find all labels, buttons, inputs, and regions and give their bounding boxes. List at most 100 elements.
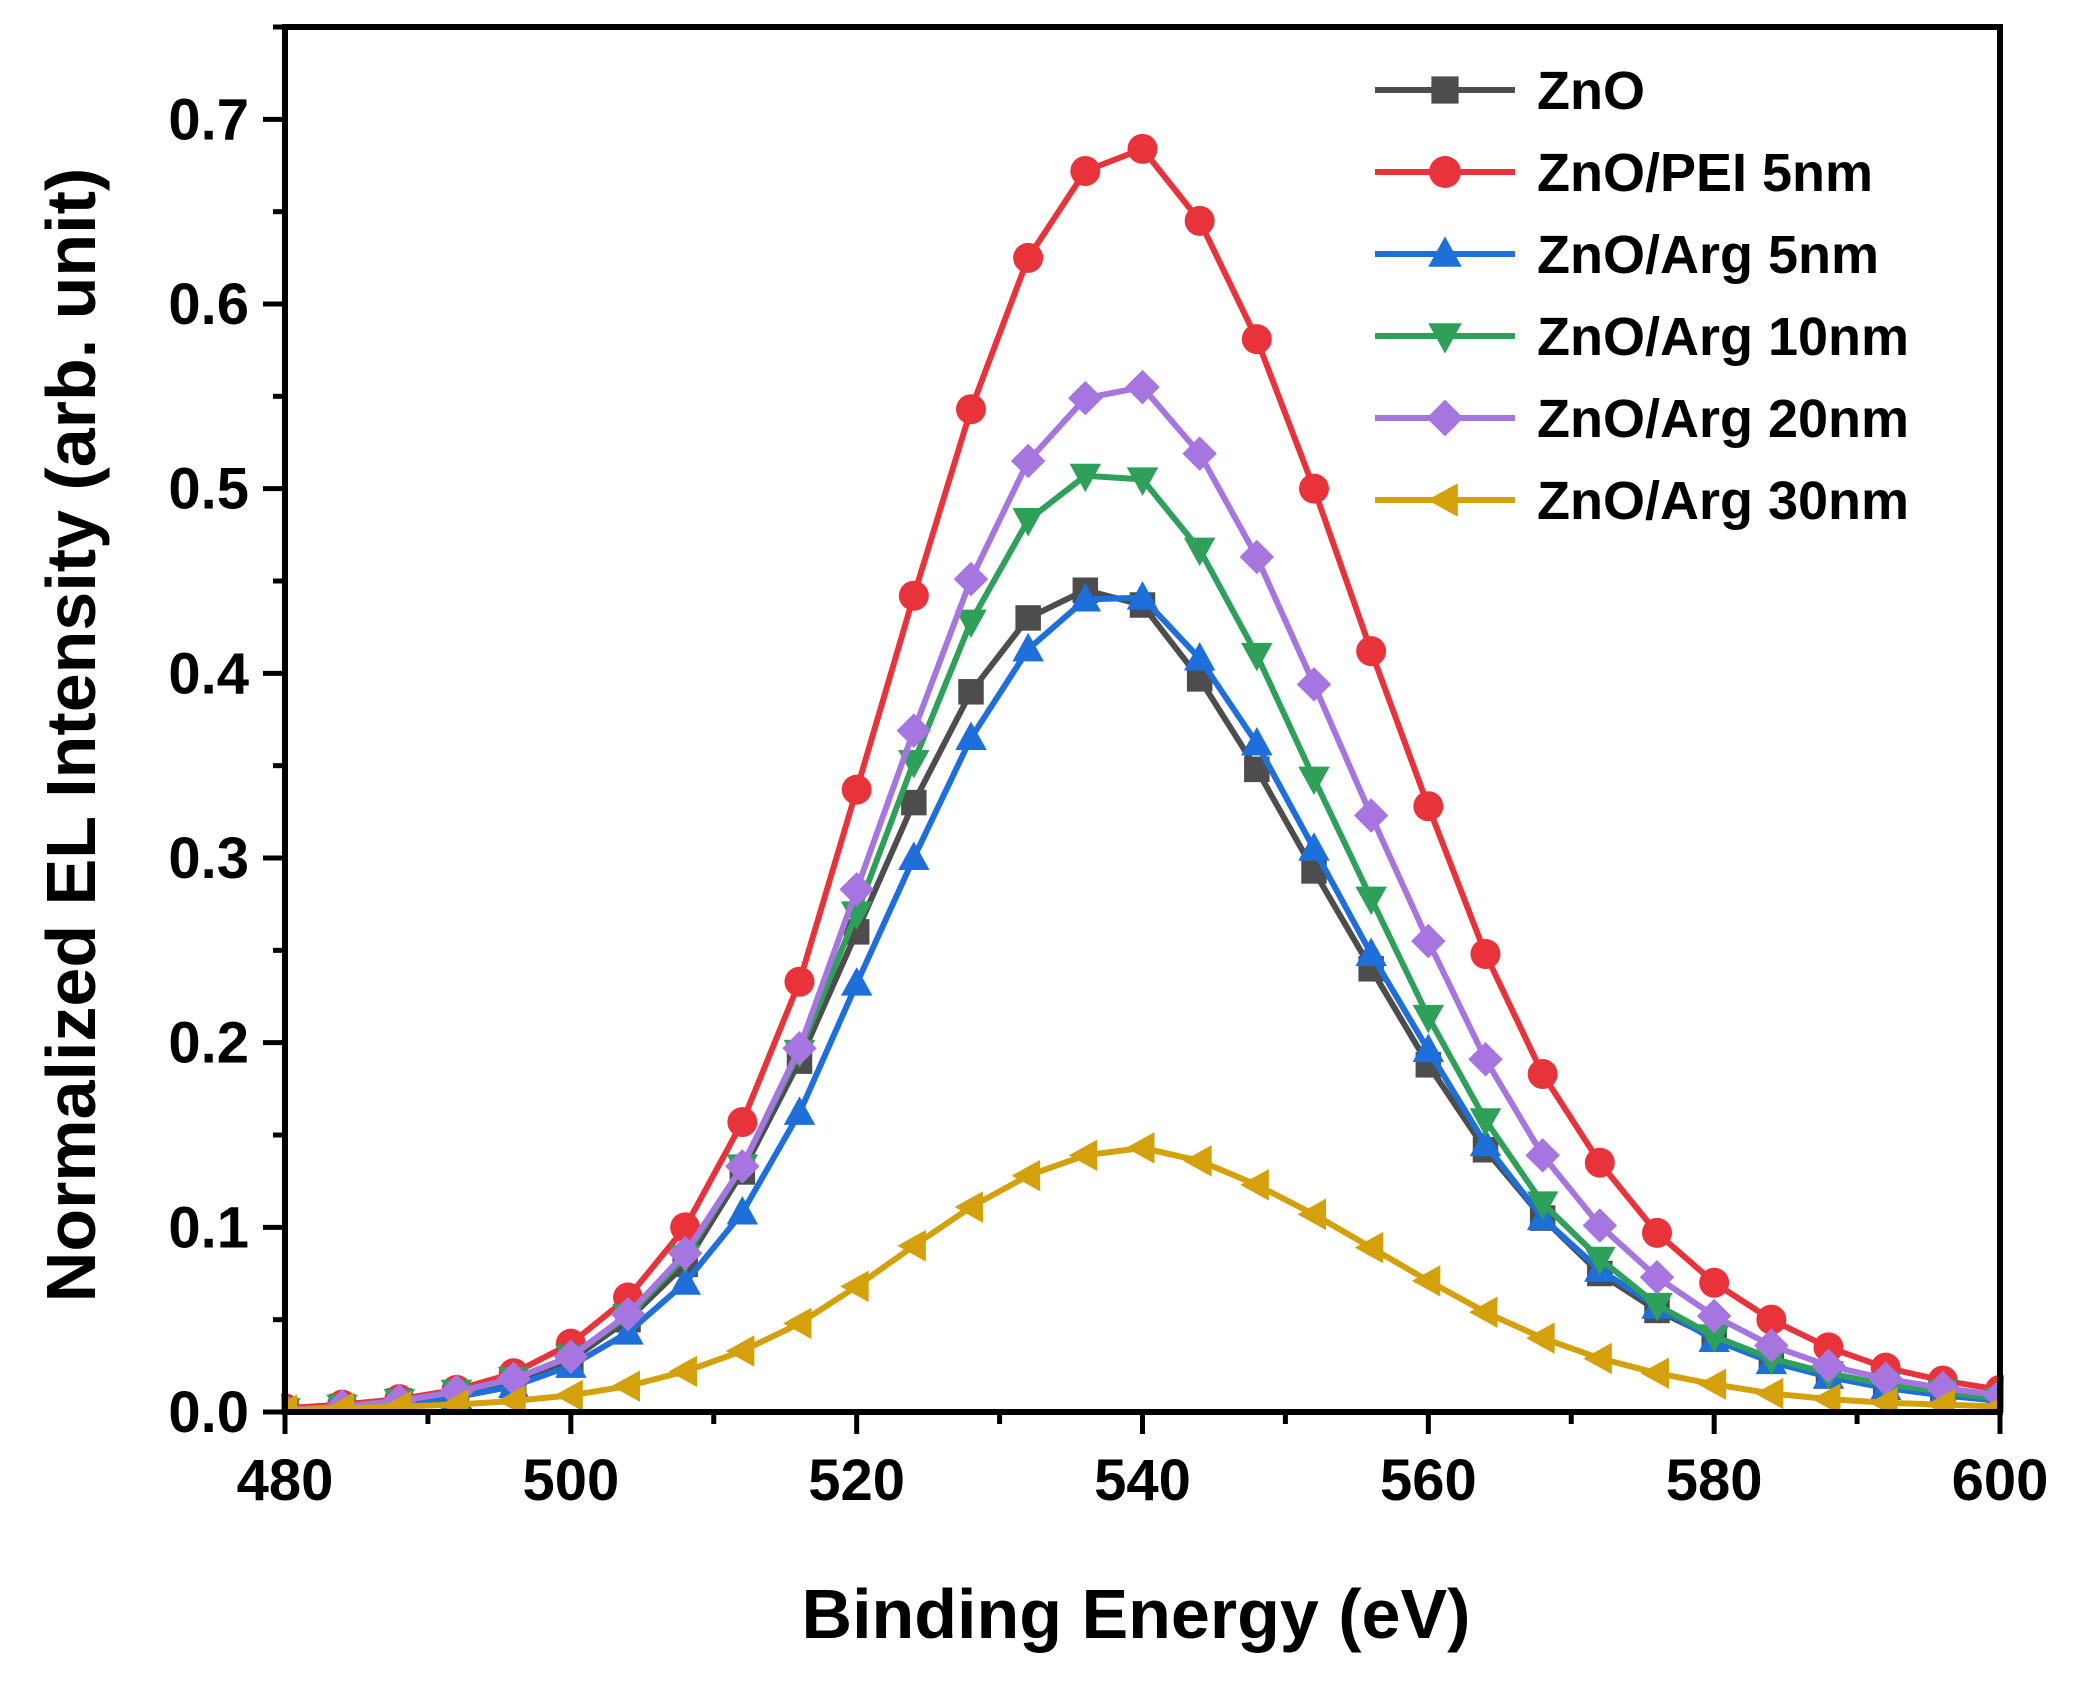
legend-item-0: ZnO: [1375, 61, 1645, 121]
data-point: [783, 1307, 812, 1340]
data-point: [1527, 1059, 1558, 1090]
legend: ZnO ZnO/PEI 5nm ZnO/Arg 5nm ZnO/Arg 10nm ZnO…: [1375, 61, 1909, 531]
data-point: [1125, 369, 1160, 405]
data-point: [1642, 1217, 1672, 1248]
data-point: [667, 1235, 703, 1271]
data-point: [1356, 636, 1387, 667]
data-point: [896, 713, 932, 748]
data-point: [725, 1149, 760, 1184]
data-point: [897, 1230, 926, 1262]
data-point: [1183, 1145, 1212, 1177]
y-tick-label: 0.0: [168, 1380, 249, 1445]
data-point: [1182, 436, 1217, 471]
data-point: [1126, 1132, 1155, 1164]
series-5: [281, 1132, 2004, 1412]
data-point: [1184, 205, 1215, 236]
y-tick-label: 0.6: [168, 272, 249, 337]
y-tick-label: 0.5: [168, 457, 249, 522]
legend-item-2: ZnO/Arg 5nm: [1375, 225, 1879, 285]
data-point: [668, 1355, 698, 1388]
x-tick-label: 560: [1380, 1448, 1477, 1513]
y-tick-label: 0.3: [168, 826, 249, 891]
x-tick-label: 540: [1094, 1448, 1191, 1513]
data-point: [954, 1191, 983, 1223]
x-tick-label: 500: [522, 1448, 619, 1513]
data-point: [1756, 1304, 1787, 1335]
data-point: [727, 1107, 758, 1138]
data-point: [1010, 443, 1046, 479]
data-point: [1241, 324, 1272, 355]
legend-item-4: ZnO/Arg 20nm: [1375, 389, 1909, 449]
data-point: [1012, 508, 1044, 537]
data-point: [1869, 1387, 1898, 1412]
legend-item-3: ZnO/Arg 10nm: [1375, 307, 1909, 367]
legend-label: ZnO/Arg 20nm: [1537, 389, 1909, 449]
data-point: [1699, 1267, 1730, 1298]
data-point: [1811, 1348, 1846, 1384]
axes-layer: 480 500 520 540 560 580 600 0.0 0.1 0.2 0.3 0.4 0.5 0…: [168, 24, 2049, 1513]
data-point: [1068, 1139, 1098, 1172]
data-point: [1698, 1324, 1730, 1353]
data-point: [955, 721, 987, 750]
data-point: [1069, 463, 1102, 493]
data-point: [1525, 1138, 1560, 1173]
data-point: [1582, 1208, 1618, 1243]
data-point: [1011, 1159, 1041, 1192]
data-point: [325, 1392, 355, 1412]
data-point: [784, 966, 815, 997]
x-tick-label: 520: [808, 1448, 905, 1513]
data-point: [1126, 581, 1159, 610]
data-point: [1696, 1298, 1732, 1334]
data-point: [958, 679, 984, 705]
data-point: [1299, 473, 1329, 504]
x-tick-label: 480: [237, 1448, 334, 1513]
data-point: [1412, 1004, 1445, 1034]
data-point: [1412, 1033, 1445, 1063]
data-point: [1013, 242, 1044, 273]
data-point: [1297, 1198, 1326, 1231]
data-point: [1812, 1383, 1841, 1412]
data-point: [1469, 1296, 1498, 1329]
legend-label: ZnO/Arg 5nm: [1537, 225, 1879, 285]
data-point: [1355, 937, 1387, 967]
x-tick-label: 600: [1952, 1448, 2049, 1513]
data-point: [1353, 798, 1389, 833]
data-point: [1183, 642, 1216, 671]
legend-item-5: ZnO/Arg 30nm: [1375, 471, 1909, 531]
legend-label: ZnO/PEI 5nm: [1537, 143, 1873, 203]
data-point: [1183, 537, 1216, 567]
legend-item-1: ZnO/PEI 5nm: [1375, 143, 1873, 203]
data-point: [1926, 1388, 1955, 1412]
legend-marker: [1427, 483, 1458, 517]
data-point: [1296, 667, 1332, 702]
data-point: [1583, 1342, 1612, 1375]
data-point: [1754, 1377, 1784, 1410]
data-point: [1470, 939, 1501, 970]
data-point: [440, 1388, 469, 1412]
series-layer: [281, 133, 2004, 1412]
data-point: [669, 1266, 701, 1295]
data-point: [782, 1030, 817, 1066]
data-point: [1240, 1169, 1269, 1201]
data-point: [497, 1385, 526, 1412]
data-point: [382, 1390, 412, 1412]
data-point: [1584, 1147, 1615, 1178]
data-point: [1298, 766, 1330, 796]
data-point: [1754, 1328, 1789, 1363]
data-point: [1469, 1108, 1502, 1137]
legend-marker: [1431, 76, 1459, 104]
data-point: [1640, 1357, 1669, 1389]
data-point: [1354, 1231, 1384, 1264]
y-tick-label: 0.4: [168, 641, 249, 706]
data-point: [1411, 923, 1446, 959]
data-point: [1068, 380, 1103, 416]
data-point: [956, 394, 986, 425]
y-tick-label: 0.7: [168, 87, 249, 152]
data-point: [1526, 1191, 1559, 1220]
data-point: [1411, 1265, 1441, 1297]
y-tick-label: 0.2: [168, 1011, 249, 1076]
data-point: [901, 789, 927, 816]
data-point: [955, 609, 987, 639]
